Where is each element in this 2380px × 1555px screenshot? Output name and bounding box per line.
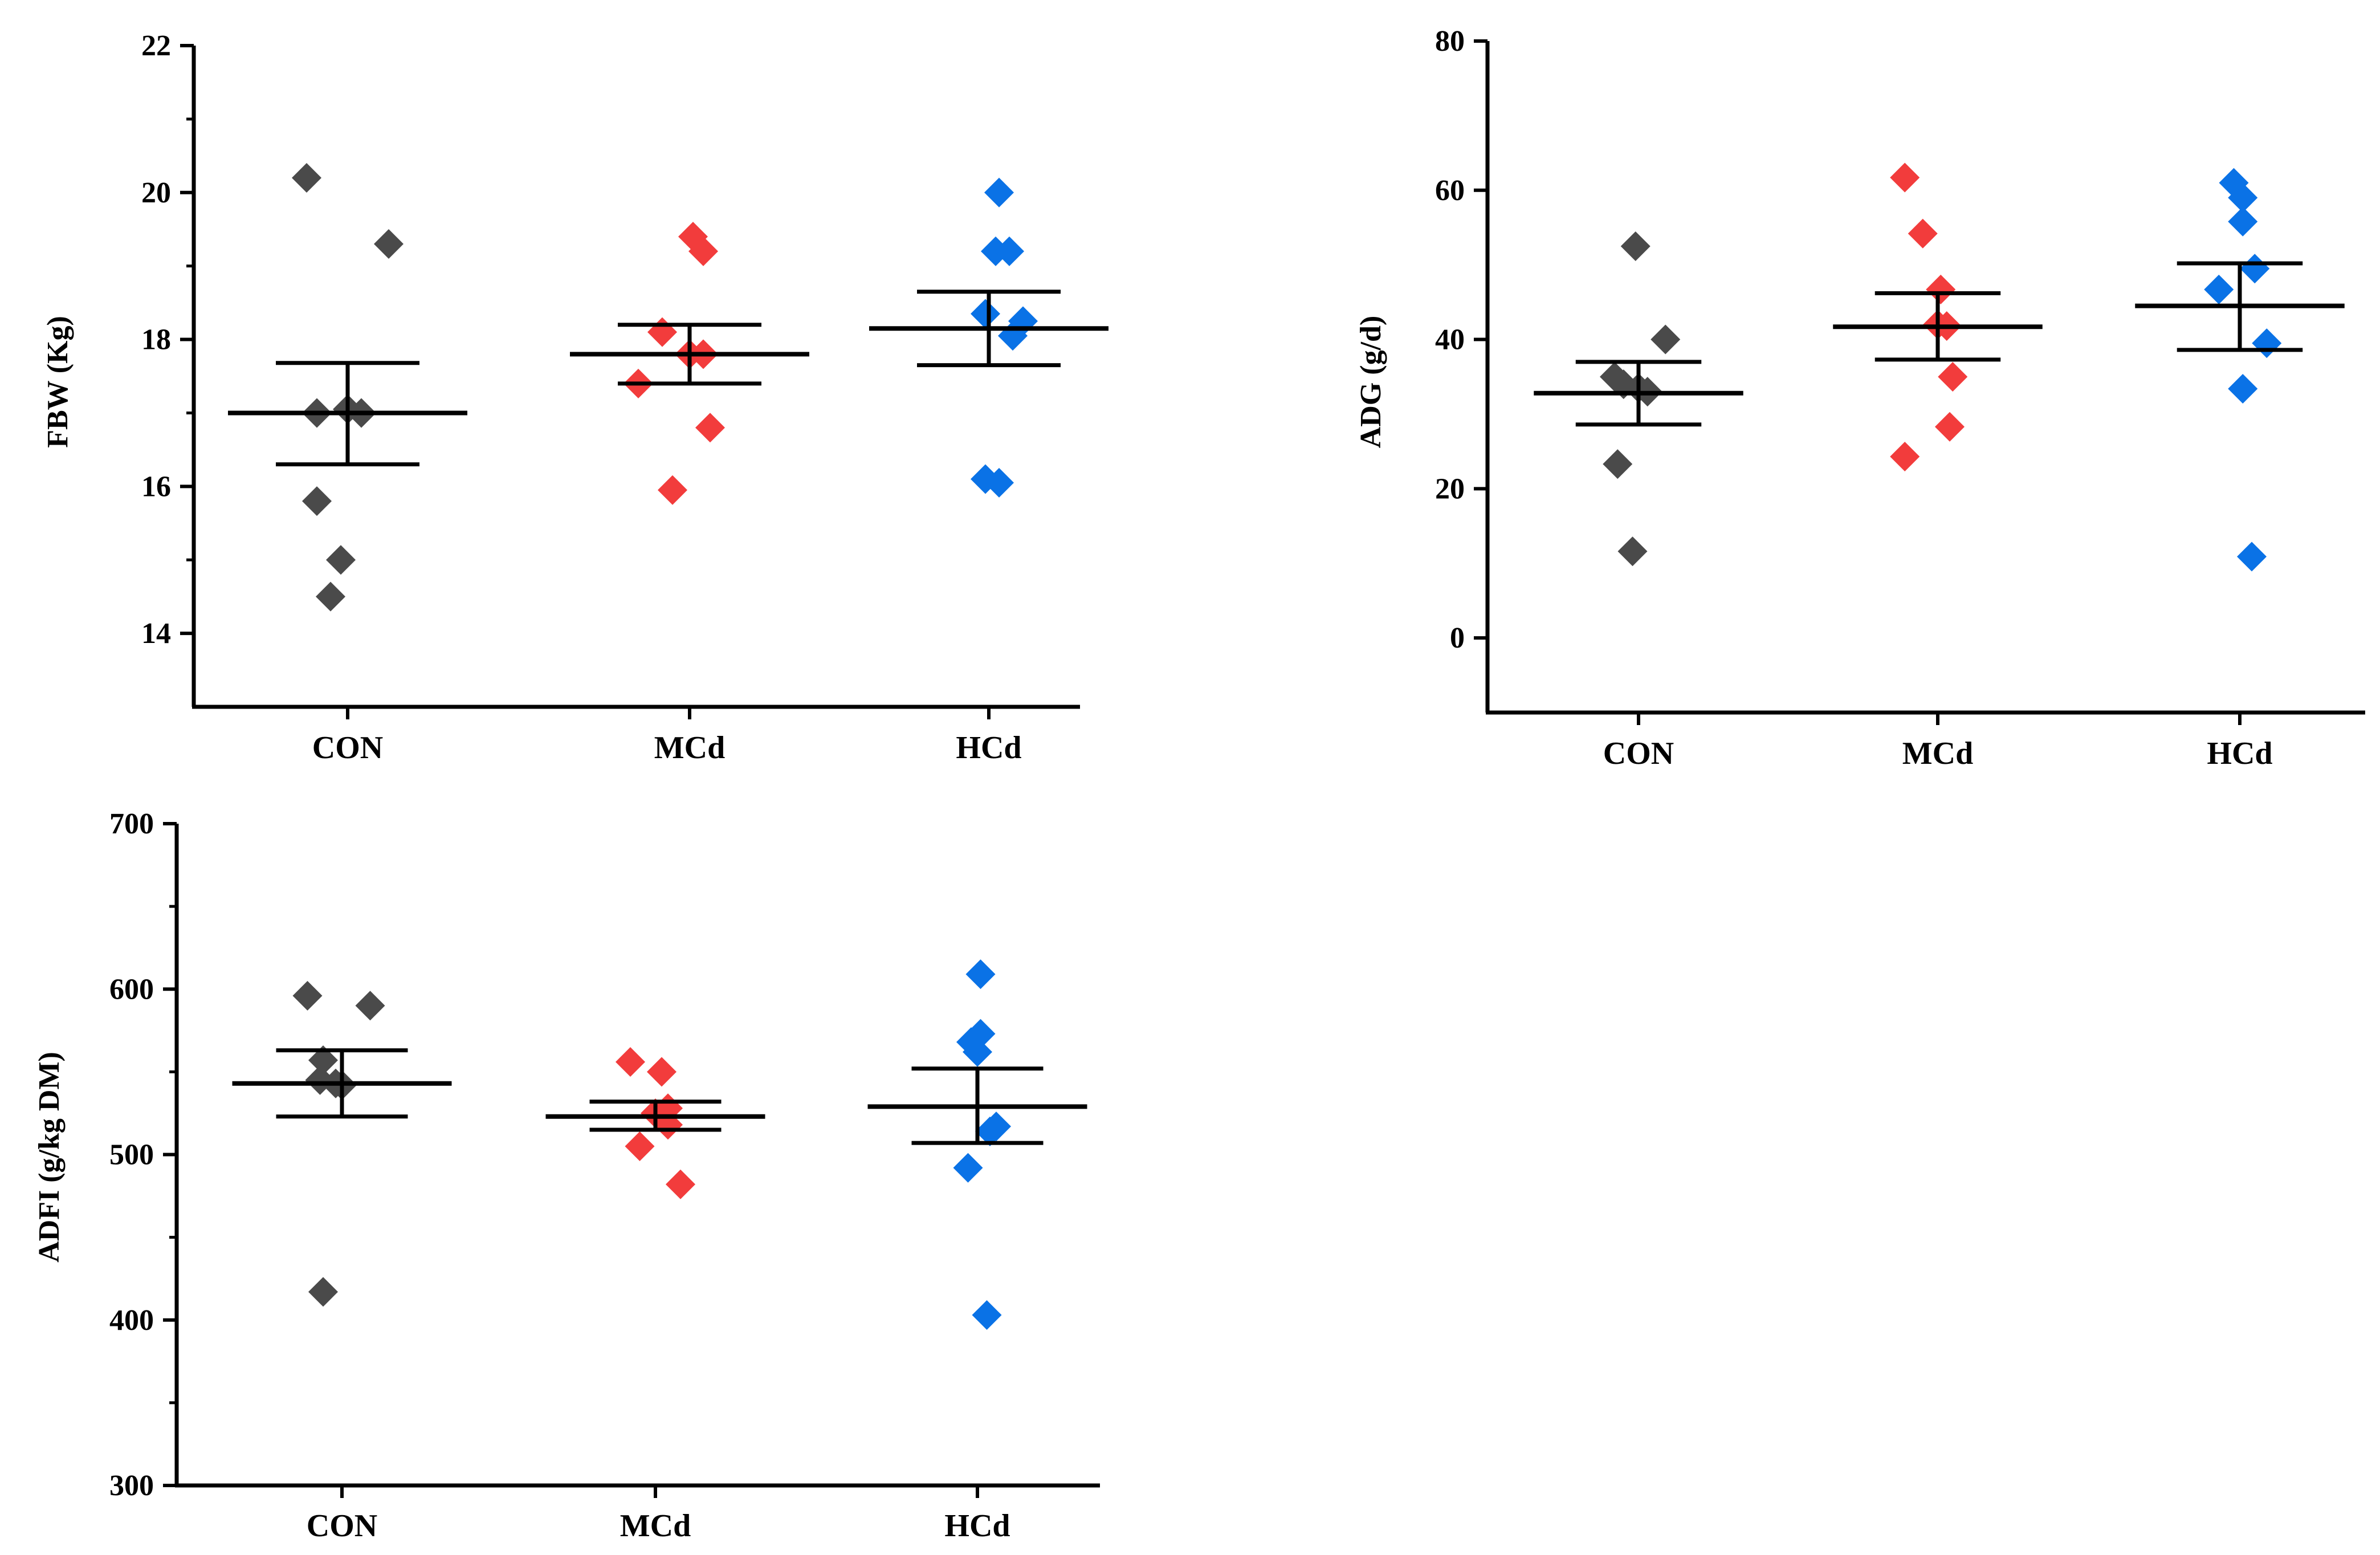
adfi-point-mcd — [666, 1169, 695, 1199]
adg-point-hcd — [2228, 373, 2258, 404]
adg-category-label-hcd: HCd — [2207, 736, 2272, 771]
adg-point-con — [1603, 449, 1633, 479]
fbw-y-tick-label: 14 — [141, 617, 171, 650]
adfi-point-hcd — [963, 1037, 992, 1067]
adfi-point-con — [355, 991, 385, 1021]
adg-point-hcd — [2228, 182, 2258, 213]
adg-y-axis-title: ADG (g/d) — [1355, 316, 1387, 449]
adfi-y-tick-label: 400 — [109, 1304, 154, 1337]
adg-point-con — [1620, 231, 1650, 261]
adfi-point-mcd — [616, 1047, 645, 1077]
adfi-y-tick-label: 600 — [109, 973, 154, 1006]
adfi-y-tick-label: 700 — [109, 808, 154, 840]
adg-point-mcd — [1890, 442, 1920, 472]
adg-point-con — [1650, 324, 1681, 355]
fbw-y-tick-label: 22 — [141, 30, 171, 62]
adfi-y-axis-title: ADFI (g/kg DM) — [33, 1052, 66, 1263]
adfi-point-con — [308, 1045, 338, 1076]
adg-y-tick-label: 0 — [1450, 622, 1465, 654]
adg-category-label-con: CON — [1603, 736, 1674, 771]
fbw-point-con — [374, 229, 404, 259]
adg-point-hcd — [2204, 274, 2234, 304]
adg-category-label-mcd: MCd — [1902, 736, 1973, 771]
adg-y-tick-label: 40 — [1435, 324, 1465, 356]
fbw-y-tick-label: 18 — [141, 324, 171, 356]
adfi-point-hcd — [953, 1153, 983, 1183]
adg-point-mcd — [1935, 412, 1965, 442]
adfi-y-tick-label: 500 — [109, 1139, 154, 1171]
fbw-point-mcd — [658, 475, 687, 505]
fbw-category-label-mcd: MCd — [654, 730, 725, 766]
fbw-point-con — [316, 581, 345, 612]
fbw-point-mcd — [688, 236, 718, 266]
adg-point-hcd — [2237, 542, 2267, 572]
adg-y-tick-label: 80 — [1435, 25, 1465, 58]
adg-point-hcd — [2252, 328, 2282, 359]
adg-panel: 0 20 40 60 80 CON MCd HCd ADG (g/d) — [1355, 25, 2365, 771]
adfi-category-label-con: CON — [307, 1508, 377, 1544]
adfi-panel: 300 400 500 600 700 CON MCd HCd ADFI (g/kg DM) — [33, 808, 1100, 1544]
adg-point-con — [1617, 536, 1648, 567]
adg-point-mcd — [1890, 162, 1920, 193]
fbw-y-axis-title: FBW (Kg) — [42, 316, 74, 448]
adfi-point-con — [292, 980, 323, 1011]
fbw-y-tick-label: 16 — [141, 470, 171, 503]
adg-point-mcd — [1938, 362, 1968, 392]
adfi-point-mcd — [647, 1057, 676, 1087]
adfi-point-hcd — [965, 959, 996, 990]
fbw-point-hcd — [984, 467, 1014, 498]
adg-y-tick-label: 60 — [1435, 174, 1465, 207]
adfi-point-con — [308, 1277, 338, 1307]
adg-y-tick-label: 20 — [1435, 473, 1465, 505]
adg-point-mcd — [1926, 274, 1956, 304]
adfi-point-mcd — [625, 1131, 655, 1161]
adfi-category-label-hcd: HCd — [944, 1508, 1010, 1544]
adfi-point-hcd — [972, 1300, 1002, 1330]
fbw-point-hcd — [984, 177, 1014, 207]
adg-point-hcd — [2228, 206, 2258, 237]
adfi-y-tick-label: 300 — [109, 1469, 154, 1502]
adg-point-hcd — [2240, 254, 2270, 284]
fbw-point-mcd — [647, 317, 677, 347]
fbw-y-tick-label: 20 — [141, 177, 171, 209]
fbw-point-mcd — [695, 413, 725, 443]
adfi-category-label-mcd: MCd — [620, 1508, 691, 1544]
adg-point-mcd — [1908, 218, 1938, 249]
fbw-point-con — [302, 486, 332, 516]
fbw-category-label-hcd: HCd — [956, 730, 1021, 766]
fbw-category-label-con: CON — [312, 730, 383, 766]
fbw-panel: 14 16 18 20 22 CON MCd HCd FBW (Kg) — [42, 30, 1109, 766]
fbw-point-hcd — [971, 299, 1000, 329]
fbw-point-con — [292, 163, 321, 193]
fbw-point-con — [326, 545, 356, 575]
adfi-point-hcd — [975, 1116, 1005, 1146]
fbw-point-hcd — [995, 236, 1024, 266]
